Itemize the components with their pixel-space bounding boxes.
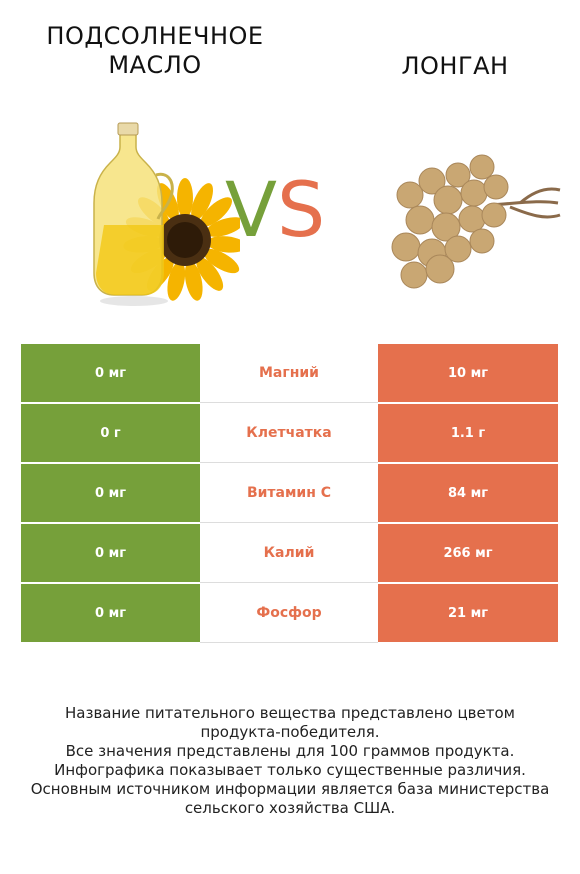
table-row: 0 мг Магний 10 мг (21, 344, 558, 402)
left-value: 0 мг (21, 464, 200, 522)
left-value: 0 мг (21, 344, 200, 402)
sunflower-oil-bottle-icon (93, 122, 240, 306)
footer-line: сельского хозяйства США. (184, 799, 396, 817)
nutrient-name: Клетчатка (200, 404, 378, 462)
vs-label: VS (225, 165, 355, 255)
nutrient-name: Фосфор (200, 584, 378, 642)
table-row: 0 мг Фосфор 21 мг (21, 584, 558, 642)
comparison-table: 0 мг Магний 10 мг 0 г Клетчатка 1.1 г 0 … (21, 344, 558, 644)
nutrient-name: Магний (200, 344, 378, 402)
right-value: 266 мг (378, 524, 558, 582)
left-product-title: ПОДСОЛНЕЧНОЕ МАСЛО (0, 22, 310, 80)
row-divider (200, 522, 378, 523)
left-title-line2: МАСЛО (108, 51, 202, 79)
left-value: 0 г (21, 404, 200, 462)
longan-fruit-cluster-icon (391, 154, 561, 289)
left-title-line1: ПОДСОЛНЕЧНОЕ (46, 22, 264, 50)
nutrient-name: Калий (200, 524, 378, 582)
row-divider (200, 402, 378, 403)
table-row: 0 г Клетчатка 1.1 г (21, 404, 558, 462)
footer-line: Основным источником информации является … (30, 780, 550, 798)
right-value: 1.1 г (378, 404, 558, 462)
left-value: 0 мг (21, 524, 200, 582)
right-value: 21 мг (378, 584, 558, 642)
row-divider (200, 462, 378, 463)
right-value: 10 мг (378, 344, 558, 402)
right-product-title: ЛОНГАН (401, 52, 509, 80)
footer-line: Название питательного вещества представл… (65, 704, 515, 722)
row-divider (200, 582, 378, 583)
row-divider (200, 642, 378, 643)
table-row: 0 мг Витамин C 84 мг (21, 464, 558, 522)
vs-letter-v: V (225, 165, 277, 254)
footer-line: Все значения представлены для 100 граммо… (65, 742, 515, 760)
nutrient-name: Витамин C (200, 464, 378, 522)
vs-letter-s: S (277, 165, 326, 254)
left-value: 0 мг (21, 584, 200, 642)
right-value: 84 мг (378, 464, 558, 522)
footer-line: продукта-победителя. (200, 723, 380, 741)
footer-notes: Название питательного вещества представл… (10, 704, 570, 818)
table-row: 0 мг Калий 266 мг (21, 524, 558, 582)
footer-line: Инфографика показывает только существенн… (54, 761, 526, 779)
